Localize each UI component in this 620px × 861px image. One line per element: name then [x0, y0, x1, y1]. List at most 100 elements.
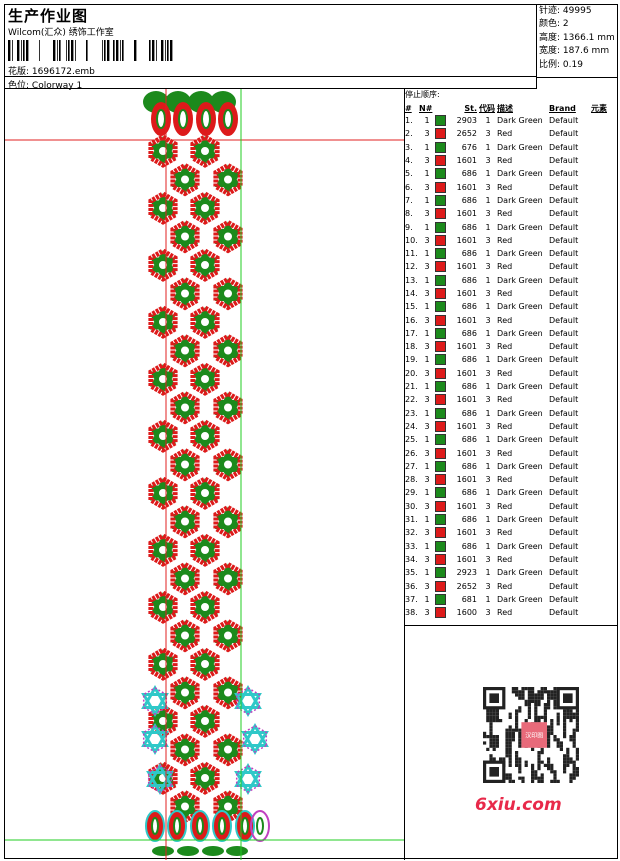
qr-module [508, 757, 512, 761]
qr-module [543, 706, 547, 710]
qr-module [556, 779, 560, 783]
motif-star-outline [141, 723, 169, 747]
motif-hexagon [148, 134, 178, 168]
qr-module [547, 728, 551, 732]
motif-hexagon [170, 276, 200, 311]
color-swatch [435, 500, 449, 513]
qr-module [489, 719, 493, 723]
thread-brand: Default [549, 368, 579, 378]
qr-module [563, 715, 567, 719]
thread-brand: Default [549, 541, 579, 551]
stitch-count: 2923 [456, 568, 477, 578]
element [591, 433, 613, 446]
color-swatch-box [435, 394, 446, 406]
qr-module [527, 703, 531, 707]
motif-center [199, 259, 211, 271]
row-index: 36. [405, 581, 418, 591]
colorway-label: 色位: [8, 81, 30, 91]
qr-module [489, 725, 493, 729]
color-swatch [435, 606, 449, 619]
stitch-count: 1601 [456, 156, 477, 166]
color-code: 1 [485, 515, 491, 525]
color-swatch [435, 473, 449, 486]
row-index: 14. [405, 289, 418, 298]
qr-module [492, 744, 496, 748]
qr-module [540, 687, 544, 691]
color-code: 3 [485, 129, 491, 139]
table-row: 29. 1 686 1 Dark Green Default [405, 486, 613, 499]
row-index: 5. [405, 169, 413, 179]
qr-module [537, 760, 541, 764]
color-swatch-box [435, 194, 446, 206]
qr-module [508, 776, 512, 780]
qr-module [502, 757, 506, 761]
motif-hexagon [148, 647, 178, 681]
stitch-count: 686 [461, 328, 477, 338]
stat-height: 高度: 1366.1 mm [537, 32, 617, 45]
motif-center [199, 487, 211, 499]
motif-center [199, 601, 211, 613]
motif-star-outline [234, 771, 262, 795]
table-row: 21. 1 686 1 Dark Green Default [405, 380, 613, 393]
table-row: 31. 1 686 1 Dark Green Default [405, 513, 613, 526]
motif-star-outline [241, 723, 269, 747]
thread-brand: Default [549, 342, 579, 352]
column-header: 描述 [497, 103, 513, 113]
qr-module [511, 728, 515, 732]
qr-module [508, 741, 512, 745]
stat-colors: 颜色: 2 [537, 18, 617, 31]
motif-hexagon [148, 476, 178, 510]
table-row: 16. 3 1601 3 Red Default [405, 313, 613, 326]
column-header: 代码 [479, 103, 495, 113]
table-row: 22. 3 1601 3 Red Default [405, 393, 613, 406]
motif-star-outline [241, 731, 269, 755]
color-swatch [435, 300, 449, 313]
qr-module [537, 763, 541, 767]
qr-module [508, 735, 512, 739]
qr-module [508, 712, 512, 716]
motif-center [222, 629, 234, 642]
design-preview-canvas[interactable] [5, 89, 405, 860]
table-row: 13. 1 686 1 Dark Green Default [405, 274, 613, 287]
border-oval-inner [156, 109, 166, 129]
thread-brand: Default [549, 195, 579, 205]
table-row: 18. 3 1601 3 Red Default [405, 340, 613, 353]
color-swatch-box [435, 567, 446, 579]
qr-module [492, 735, 496, 739]
color-code: 3 [485, 342, 491, 352]
border-oval-inner [256, 817, 264, 835]
qr-module [540, 779, 544, 783]
qr-module [527, 706, 531, 710]
needle-number: 1 [424, 541, 430, 551]
qr-module [534, 699, 538, 703]
qr-module [495, 715, 499, 719]
column-header: St. [464, 103, 477, 113]
qr-module [518, 735, 522, 739]
qr-module [489, 715, 493, 719]
qr-module [547, 696, 551, 700]
motif-hexagon [190, 761, 220, 795]
qr-module [553, 776, 557, 780]
table-row: 17. 1 686 1 Dark Green Default [405, 327, 613, 340]
barcode-bar [53, 40, 56, 61]
needle-number: 3 [424, 182, 430, 192]
needle-number: 1 [424, 275, 430, 285]
motif-center [179, 629, 191, 642]
stitch-count: 1601 [456, 262, 477, 272]
color-swatch-box [435, 420, 446, 432]
qr-module [553, 690, 557, 694]
table-row: 27. 1 686 1 Dark Green Default [405, 460, 613, 473]
qr-module [492, 741, 496, 745]
qr-module [543, 690, 547, 694]
stat-value: 0.19 [562, 59, 583, 70]
qr-module [505, 754, 509, 758]
border-leaf [202, 846, 224, 856]
color-swatch-box [435, 474, 446, 486]
qr-module [531, 779, 535, 783]
row-index: 21. [405, 382, 418, 392]
qr-module [518, 690, 522, 694]
qr-module [531, 747, 535, 751]
qr-module [547, 741, 551, 745]
qr-module [537, 751, 541, 755]
qr-module [572, 773, 576, 777]
